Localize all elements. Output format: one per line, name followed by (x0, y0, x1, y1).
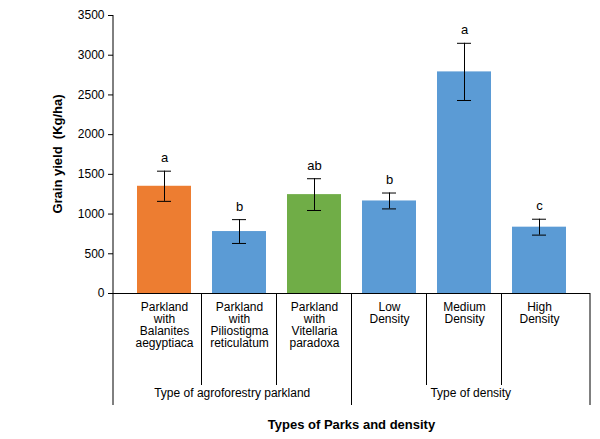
svg-text:HighDensity: HighDensity (519, 300, 559, 326)
svg-text:1500: 1500 (78, 167, 105, 181)
svg-text:b: b (236, 199, 243, 214)
svg-text:ParklandwithVitellariaparadoxa: ParklandwithVitellariaparadoxa (289, 300, 339, 350)
svg-text:MediumDensity: MediumDensity (443, 300, 486, 326)
svg-text:a: a (161, 150, 169, 165)
svg-text:2000: 2000 (78, 127, 105, 141)
svg-text:ParklandwithPiliostigmareticul: ParklandwithPiliostigmareticulatum (210, 300, 269, 350)
svg-text:b: b (386, 172, 393, 187)
svg-text:1000: 1000 (78, 207, 105, 221)
svg-text:3000: 3000 (78, 48, 105, 62)
svg-text:Grain yield (Kg/ha): Grain yield (Kg/ha) (50, 94, 65, 213)
svg-text:Type of agroforestry parkland: Type of agroforestry parkland (154, 386, 310, 400)
svg-text:c: c (536, 198, 543, 213)
svg-text:Types of Parks and density: Types of Parks and density (268, 417, 436, 432)
svg-text:ParklandwithBalanitesaegyptiac: ParklandwithBalanitesaegyptiaca (135, 300, 193, 350)
svg-text:ab: ab (307, 158, 321, 173)
svg-text:LowDensity: LowDensity (369, 300, 409, 326)
svg-text:0: 0 (98, 286, 105, 300)
svg-text:3500: 3500 (78, 8, 105, 22)
svg-text:a: a (461, 22, 469, 37)
svg-text:2500: 2500 (78, 88, 105, 102)
svg-text:500: 500 (84, 247, 104, 261)
svg-text:Type of density: Type of density (430, 386, 511, 400)
